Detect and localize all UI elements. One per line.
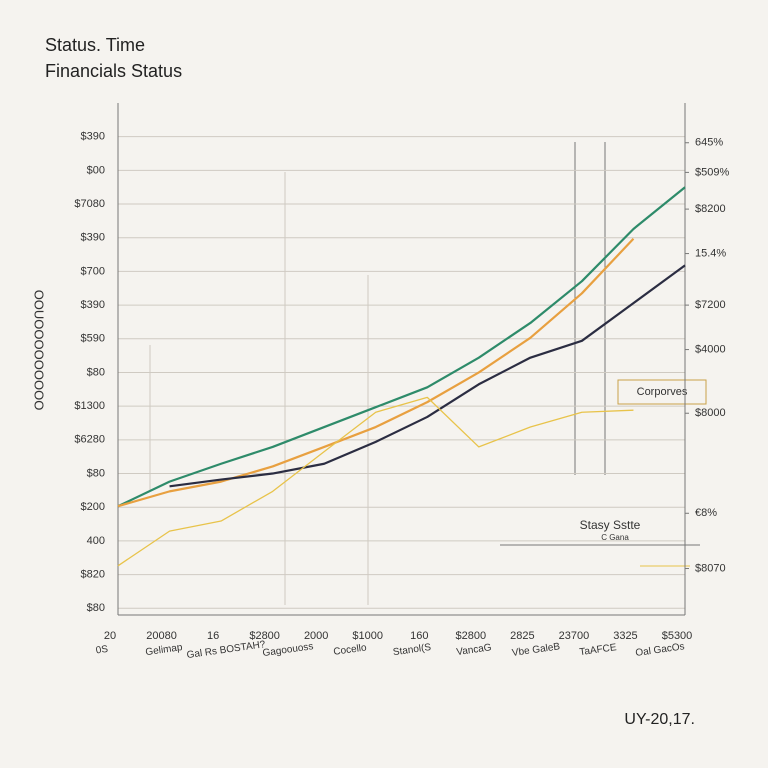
y-axis-label: OOUOOOOOOOOO (32, 290, 47, 411)
series-line (117, 396, 634, 567)
x-tick-label: 20 (104, 630, 116, 642)
y-tick-label: $00 (87, 164, 105, 176)
x-tick-label: 16 (207, 630, 219, 642)
x-tick-label: 160 (410, 630, 428, 642)
annotation: Stasy Sstte (580, 518, 641, 532)
x-tick-label: $2800 (456, 630, 487, 642)
y-tick-label: $390 (81, 232, 105, 244)
x-tick-label: $2800 (249, 630, 280, 642)
x-sublabel: Vbe GaleB (511, 641, 561, 659)
y-tick-label: $820 (81, 568, 105, 580)
y2-tick-label: $8200 (695, 203, 726, 215)
y2-tick-label: $8000 (695, 407, 726, 419)
annotation: Corporves (637, 386, 688, 398)
x-sublabel: Gal Rs BOSTAH? (186, 639, 266, 661)
y2-tick-label: $4000 (695, 343, 726, 355)
x-sublabel: 0S (95, 644, 109, 657)
y-tick-label: $590 (81, 333, 105, 345)
y-tick-label: $1300 (74, 400, 105, 412)
series-line (117, 237, 635, 508)
y2-tick-label: $509% (695, 166, 729, 178)
series-line (169, 264, 686, 488)
y-tick-label: $7080 (74, 198, 105, 210)
x-sublabel: Stanol(S (392, 642, 432, 658)
x-tick-label: 3325 (613, 630, 637, 642)
x-tick-label: 20080 (146, 630, 177, 642)
y-tick-label: 400 (87, 535, 105, 547)
y-tick-label: $80 (87, 366, 105, 378)
x-tick-label: $1000 (352, 630, 383, 642)
x-sublabel: VancaG (456, 642, 493, 658)
x-sublabel: Oal GacOs (635, 641, 686, 659)
y2-tick-label: €8% (695, 507, 717, 519)
x-sublabel: Gagoouoss (262, 641, 314, 659)
annotation: C Gana (601, 533, 629, 542)
y-tick-label: $80 (87, 467, 105, 479)
chart-subtitle: Financials Status (45, 61, 182, 81)
y2-tick-label: 15.4% (695, 247, 726, 259)
y-tick-label: $200 (81, 501, 105, 513)
annotation-box (617, 379, 707, 405)
y2-tick-label: $8070 (695, 562, 726, 574)
x-tick-label: 2000 (304, 630, 328, 642)
x-tick-label: 2825 (510, 630, 534, 642)
x-sublabel: TaAFCE (579, 642, 618, 658)
y2-tick-label: 645% (695, 137, 723, 149)
chart-title: Status. Time (45, 35, 145, 55)
series-line (117, 186, 686, 508)
y-tick-label: $390 (81, 131, 105, 143)
x-sublabel: Gelimap (145, 642, 184, 658)
y-tick-label: $700 (81, 265, 105, 277)
footer: UY-20,17. (624, 711, 695, 728)
x-sublabel: Cocello (333, 642, 368, 658)
x-tick-label: 23700 (559, 630, 590, 642)
y-tick-label: $80 (87, 602, 105, 614)
y-tick-label: $390 (81, 299, 105, 311)
x-tick-label: $5300 (662, 630, 693, 642)
y2-tick-label: $7200 (695, 299, 726, 311)
y-tick-label: $6280 (74, 434, 105, 446)
